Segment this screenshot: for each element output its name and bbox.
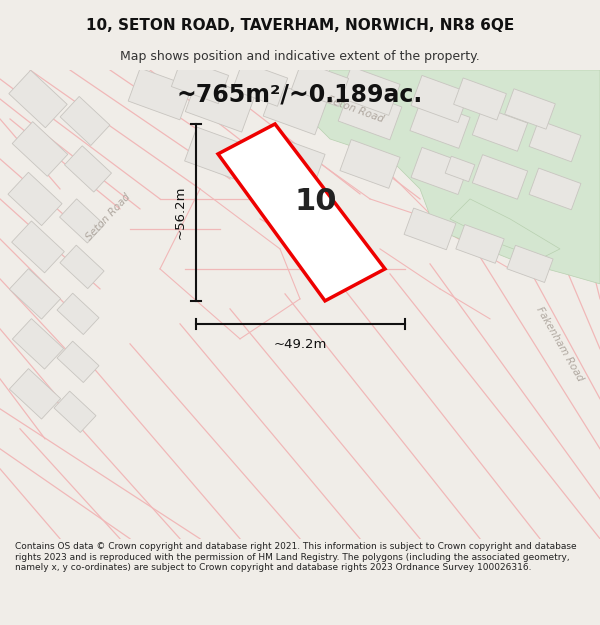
- Text: Seton Road: Seton Road: [325, 94, 385, 124]
- Polygon shape: [472, 154, 527, 199]
- Polygon shape: [60, 96, 110, 146]
- Polygon shape: [60, 245, 104, 289]
- Polygon shape: [54, 391, 96, 432]
- Text: 10: 10: [295, 188, 337, 216]
- Polygon shape: [292, 61, 349, 107]
- Polygon shape: [505, 89, 555, 129]
- Text: ~56.2m: ~56.2m: [173, 186, 187, 239]
- Polygon shape: [265, 137, 325, 186]
- Polygon shape: [456, 224, 504, 263]
- Polygon shape: [507, 246, 553, 282]
- Text: ~765m²/~0.189ac.: ~765m²/~0.189ac.: [177, 83, 423, 107]
- Text: Contains OS data © Crown copyright and database right 2021. This information is : Contains OS data © Crown copyright and d…: [15, 542, 577, 572]
- Text: Seton Road: Seton Road: [84, 192, 132, 242]
- Polygon shape: [300, 70, 600, 284]
- Polygon shape: [65, 146, 112, 192]
- Polygon shape: [172, 58, 229, 104]
- Polygon shape: [57, 341, 99, 382]
- Polygon shape: [185, 127, 251, 181]
- Polygon shape: [10, 269, 61, 319]
- Polygon shape: [218, 124, 385, 301]
- Polygon shape: [340, 67, 400, 116]
- Polygon shape: [445, 156, 475, 182]
- Polygon shape: [232, 62, 287, 106]
- Polygon shape: [338, 88, 402, 140]
- Polygon shape: [411, 148, 469, 194]
- Polygon shape: [11, 221, 64, 273]
- Polygon shape: [340, 139, 400, 188]
- Polygon shape: [450, 199, 560, 259]
- Polygon shape: [404, 208, 456, 250]
- Text: 10, SETON ROAD, TAVERHAM, NORWICH, NR8 6QE: 10, SETON ROAD, TAVERHAM, NORWICH, NR8 6…: [86, 18, 514, 32]
- Polygon shape: [59, 199, 104, 243]
- Polygon shape: [9, 70, 67, 128]
- Text: Fakenham Road: Fakenham Road: [535, 305, 586, 383]
- Polygon shape: [10, 369, 61, 419]
- Polygon shape: [12, 122, 68, 176]
- Polygon shape: [411, 76, 469, 122]
- Polygon shape: [472, 107, 527, 151]
- Polygon shape: [529, 168, 581, 210]
- Polygon shape: [128, 68, 192, 120]
- Text: ~49.2m: ~49.2m: [274, 338, 327, 351]
- Polygon shape: [454, 78, 506, 120]
- Polygon shape: [263, 83, 327, 135]
- Polygon shape: [185, 76, 254, 132]
- Text: Map shows position and indicative extent of the property.: Map shows position and indicative extent…: [120, 51, 480, 63]
- Polygon shape: [410, 99, 470, 148]
- Polygon shape: [57, 293, 99, 334]
- Polygon shape: [13, 319, 64, 369]
- Polygon shape: [529, 120, 581, 162]
- Polygon shape: [8, 173, 62, 226]
